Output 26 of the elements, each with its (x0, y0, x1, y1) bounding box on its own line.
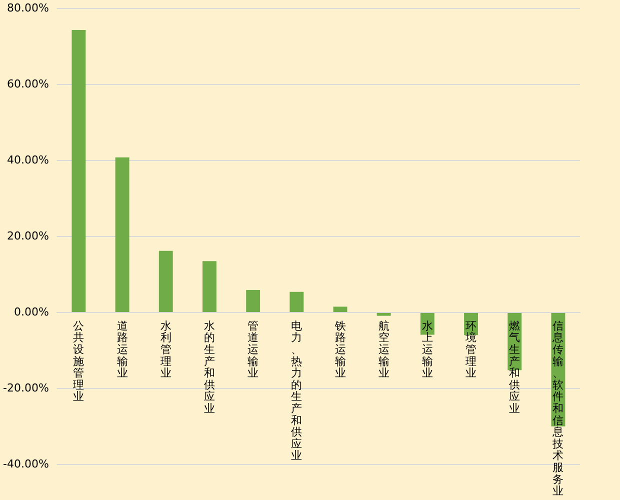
x-tick-label: 铁路运输业 (334, 319, 346, 380)
bar (290, 292, 304, 312)
bar (333, 306, 348, 312)
y-tick-label: 20.00% (6, 230, 49, 242)
bar (158, 250, 173, 312)
category-label: 电力、热力的生产和供应业 (291, 319, 302, 462)
bar (115, 157, 130, 312)
x-tick-label: 管道运输业 (248, 319, 259, 380)
bar (202, 261, 216, 312)
y-tick-label: 80.00% (6, 2, 49, 14)
y-tick-label: -20.00% (2, 382, 49, 394)
x-tick-label: 水利管理业 (160, 319, 172, 380)
x-tick-label: 环境管理业 (464, 319, 477, 380)
x-tick-label: 公共设施管理业 (73, 319, 84, 404)
category-label: 信息传输、软件和信息技术服务业 (552, 319, 564, 498)
x-tick-label: 水上运输业 (422, 319, 433, 380)
y-tick-label: -40.00% (2, 458, 49, 470)
x-tick-label: 燃气生产和供应业 (509, 319, 520, 415)
bar (72, 30, 86, 312)
bar (246, 290, 260, 312)
y-tick-label: 0.00% (14, 306, 49, 318)
x-tick-label: 道路运输业 (116, 319, 128, 380)
y-tick-label: 60.00% (6, 78, 49, 90)
x-tick-label: 航空运输业 (378, 319, 390, 380)
x-tick-label: 水的生产和供应业 (204, 319, 215, 415)
y-tick-label: 40.00% (6, 154, 49, 166)
